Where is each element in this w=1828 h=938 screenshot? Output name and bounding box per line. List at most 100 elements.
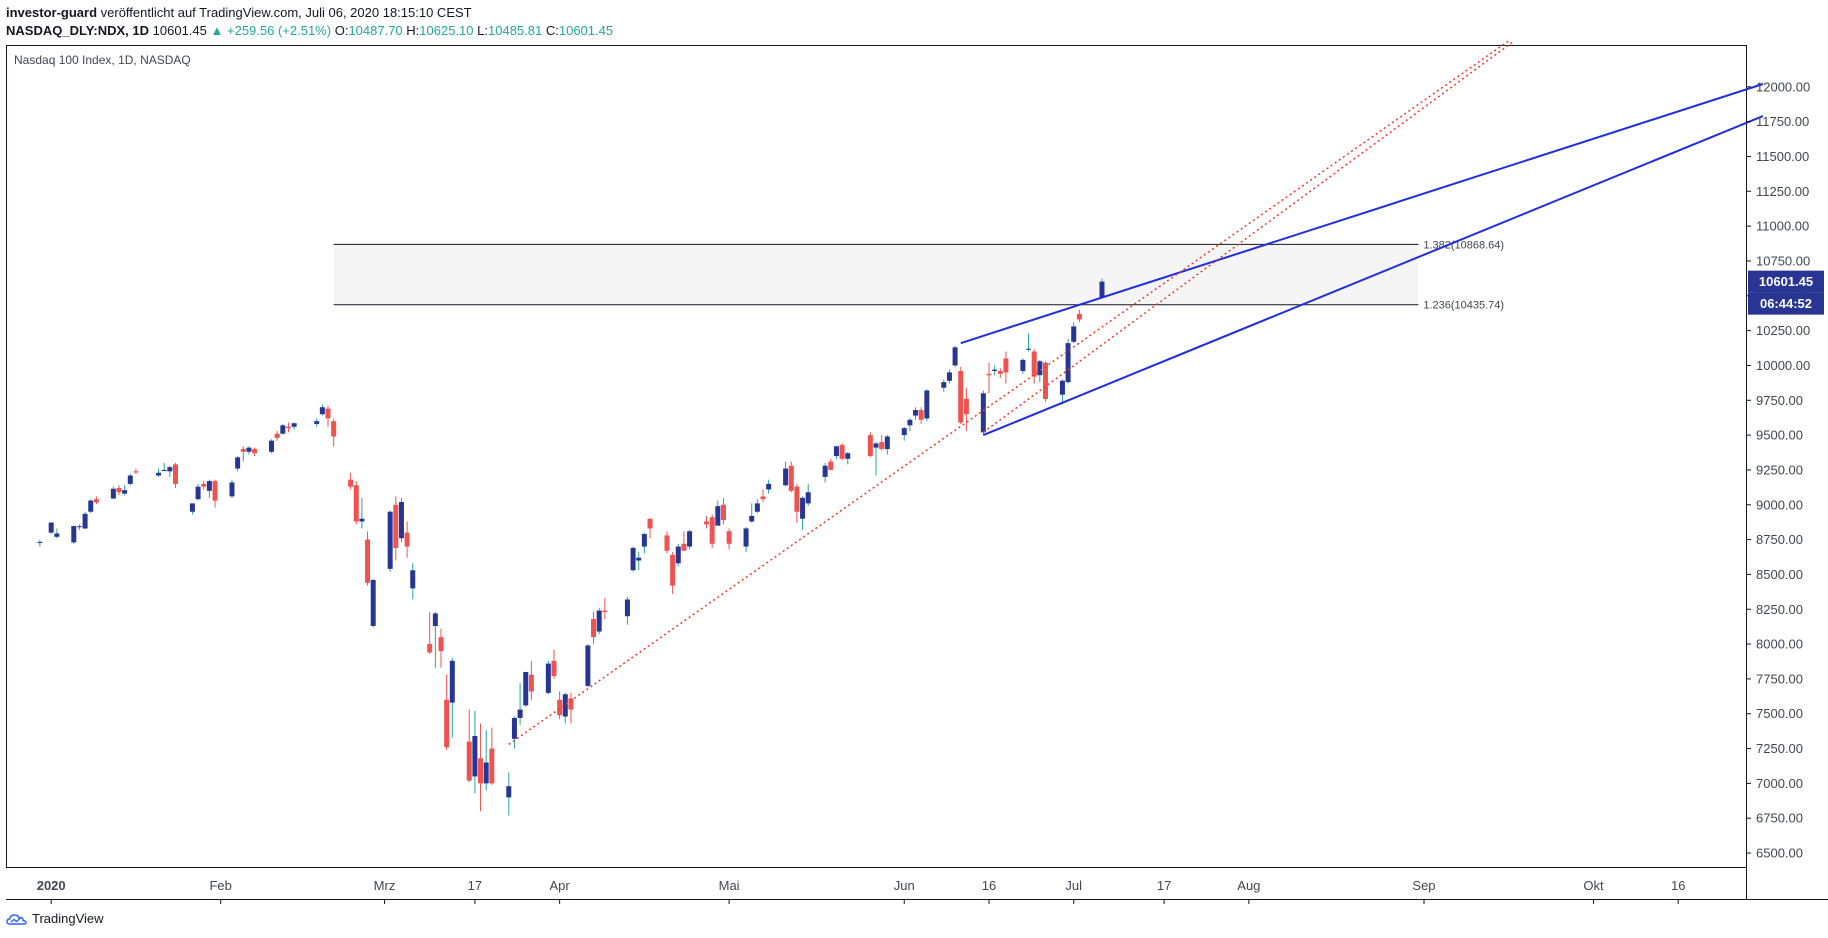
candle (913, 407, 919, 420)
candle-body (992, 369, 998, 372)
candle (489, 727, 495, 785)
candle-body (986, 373, 992, 376)
time-axis[interactable]: 2020 Feb Mrz 17 Apr Mai Jun 16 Jul 17 Aug Sep Okt 16 (37, 878, 1686, 904)
candle (709, 514, 715, 548)
candle-body (246, 447, 252, 452)
candle (1059, 379, 1065, 405)
candle (161, 462, 167, 472)
candle-body (726, 531, 732, 544)
candle-body (235, 457, 241, 469)
fib-extension[interactable]: 1.382(10868.64) 1.236(10435.74) (333, 239, 1504, 312)
candle-body (822, 465, 828, 477)
candle-body (997, 371, 1003, 374)
symbol-label[interactable]: NASDAQ_DLY:NDX, 1D (6, 23, 150, 38)
candle-body (800, 497, 806, 519)
close-value: 10601.45 (558, 23, 614, 38)
candle-body (1059, 380, 1065, 395)
dotted-trendline[interactable] (508, 40, 1510, 746)
low-label: L: (477, 23, 488, 38)
candle (331, 418, 337, 447)
trendline[interactable] (982, 115, 1764, 437)
candle-body (116, 488, 122, 493)
candle (478, 723, 484, 812)
candle-body (172, 464, 178, 484)
candle (432, 612, 438, 668)
candle (110, 486, 116, 500)
candle (269, 439, 275, 454)
trendlines[interactable] (508, 40, 1764, 746)
ohlc-line: NASDAQ_DLY:NDX, 1D 10601.45 ▲ +259.56 (+… (6, 22, 1822, 40)
candle-body (766, 483, 772, 490)
candle (280, 423, 286, 435)
x-tick-label: 17 (468, 878, 482, 893)
candle (1042, 361, 1048, 402)
candle-body (410, 570, 416, 589)
candle-body (1099, 281, 1105, 298)
candle-body (980, 393, 986, 433)
candle-body (122, 490, 128, 494)
y-tick-label: 8500.00 (1756, 567, 1803, 582)
low-value: 10485.81 (488, 23, 543, 38)
candle-body (240, 449, 246, 452)
price-axis[interactable]: 6500.00 6750.00 7000.00 7250.00 7500.00 7750.… (1746, 79, 1810, 861)
candle (1037, 359, 1043, 383)
high-label: H: (406, 23, 420, 38)
candle-body (596, 610, 602, 632)
candle-body (387, 511, 393, 569)
y-tick-label: 9750.00 (1756, 393, 1803, 408)
tradingview-logo-icon (6, 913, 27, 925)
candle (427, 612, 433, 654)
candle (551, 649, 557, 679)
candle (636, 552, 642, 571)
candle-body (93, 499, 99, 503)
y-tick-label: 7750.00 (1756, 671, 1803, 686)
candle-body (285, 426, 291, 429)
candle (1020, 358, 1026, 374)
candle (743, 527, 749, 553)
candle-body (783, 468, 789, 486)
candle-body (438, 637, 444, 652)
candle (845, 451, 851, 465)
candle (246, 446, 252, 455)
candle (602, 598, 608, 620)
trendline[interactable] (960, 83, 1764, 345)
author-name[interactable]: investor-guard (6, 5, 98, 20)
candle-body (675, 546, 681, 564)
candle-body (794, 486, 800, 512)
last-price-tag-label: 10601.45 (1759, 274, 1813, 289)
candle-body (873, 443, 879, 448)
dotted-trendline[interactable] (982, 40, 1515, 433)
candle-body (71, 526, 77, 543)
x-tick-label: 16 (982, 878, 996, 893)
candle (353, 481, 359, 525)
candle (189, 503, 195, 515)
candle-body (720, 504, 726, 521)
candle (1003, 351, 1009, 384)
candle-body (562, 694, 568, 717)
candle-body (291, 423, 297, 427)
candle-body (314, 421, 320, 424)
y-tick-label: 11750.00 (1756, 114, 1809, 129)
candle (805, 483, 811, 507)
fib-level-label: 1.236(10435.74) (1423, 300, 1504, 312)
tradingview-brand[interactable]: TradingView (32, 911, 104, 926)
candle-body (432, 613, 438, 626)
candle (557, 691, 563, 720)
candle-body (681, 543, 687, 551)
candle (523, 671, 529, 707)
x-tick-label: Apr (550, 878, 571, 893)
candle (71, 525, 77, 544)
candle (127, 474, 133, 486)
candle-body (269, 440, 275, 452)
candle (528, 660, 534, 700)
candle-body (444, 699, 450, 748)
candle-body (551, 660, 557, 677)
candle (1031, 348, 1037, 384)
candle-body (602, 610, 608, 613)
candle (370, 578, 376, 628)
candle (675, 543, 681, 567)
candle (828, 458, 834, 470)
candle-body (958, 371, 964, 423)
candle (506, 772, 512, 816)
